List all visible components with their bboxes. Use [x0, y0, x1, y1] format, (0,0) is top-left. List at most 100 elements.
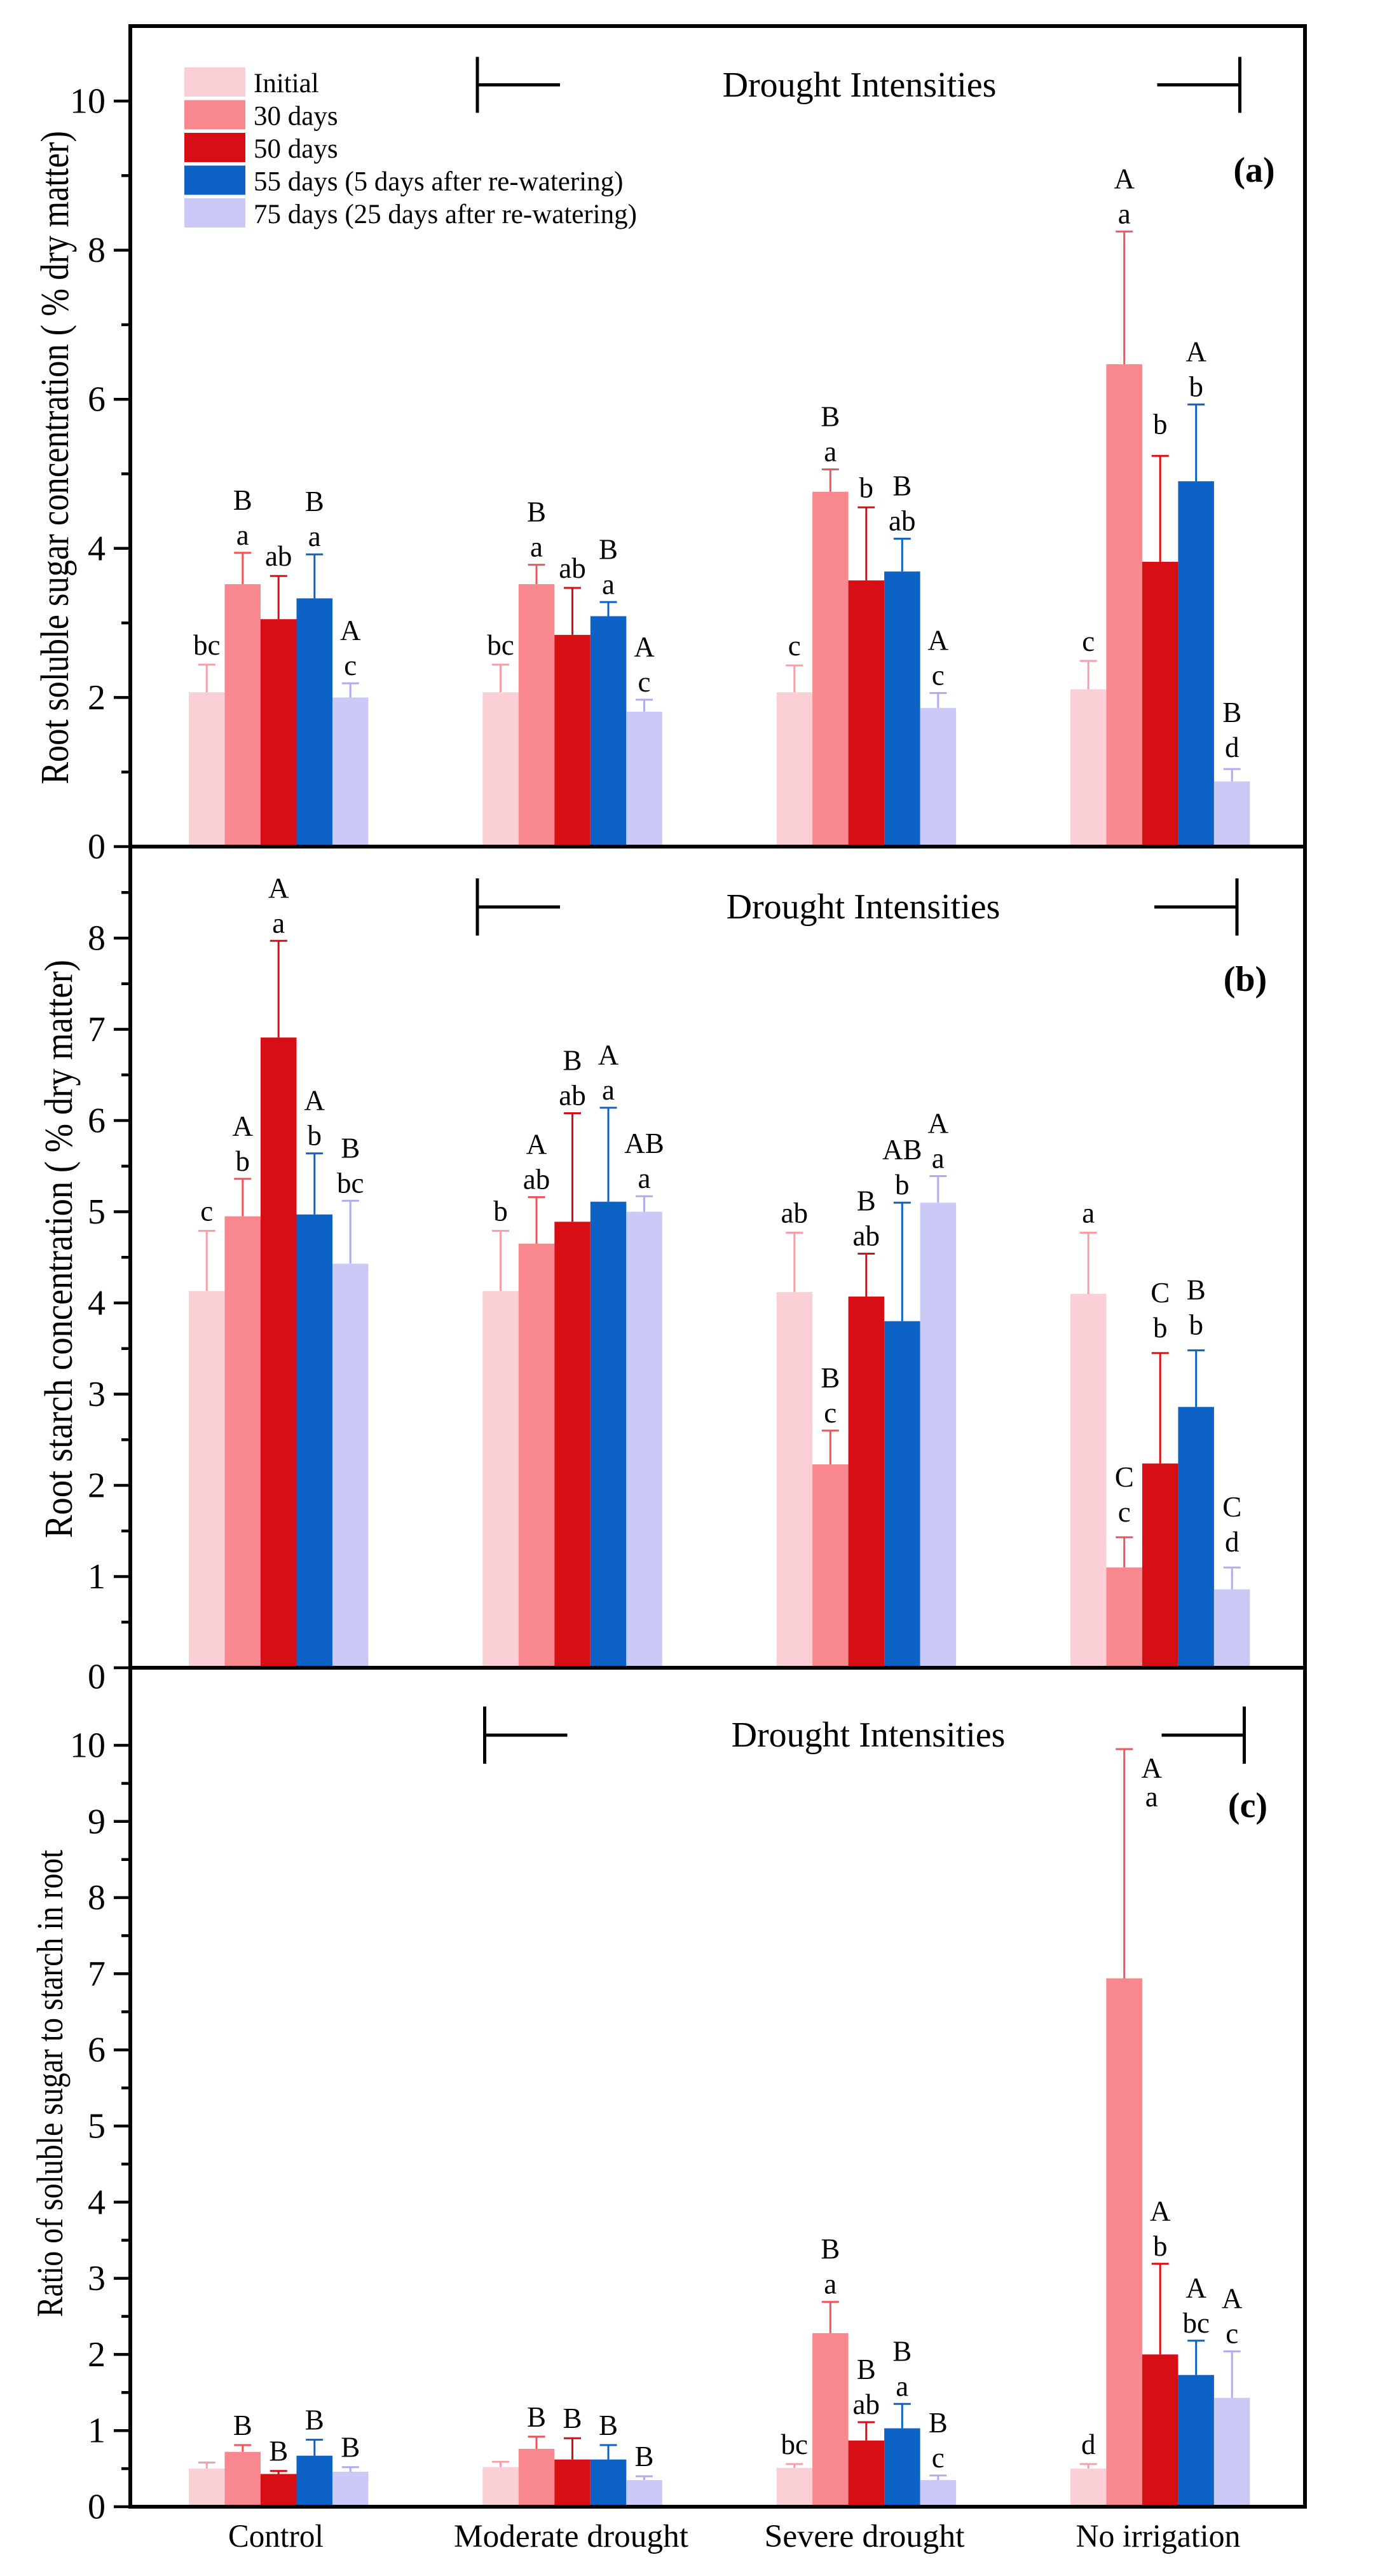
svg-text:ab: ab [265, 540, 292, 572]
svg-text:7: 7 [88, 1954, 106, 1994]
svg-text:75 days (25 days after re-wate: 75 days (25 days after re-watering) [254, 200, 637, 229]
svg-text:b: b [859, 472, 874, 503]
svg-text:a: a [932, 1143, 945, 1175]
svg-text:B: B [857, 1185, 876, 1217]
svg-text:a: a [638, 1162, 651, 1194]
svg-text:C: C [1222, 1491, 1241, 1523]
svg-text:B: B [821, 1362, 840, 1394]
svg-text:Severe drought: Severe drought [765, 2519, 965, 2554]
svg-text:B: B [1222, 697, 1241, 728]
svg-text:ab: ab [781, 1197, 808, 1229]
svg-text:Ratio of soluble sugar to star: Ratio of soluble sugar to starch in root [29, 1850, 71, 2317]
svg-text:3: 3 [88, 2259, 106, 2298]
svg-text:ab: ab [559, 1080, 585, 1112]
svg-text:C: C [1151, 1277, 1170, 1309]
svg-text:a: a [602, 1074, 615, 1106]
svg-text:5: 5 [88, 2107, 106, 2146]
svg-text:A: A [340, 615, 361, 646]
svg-text:(a): (a) [1233, 151, 1274, 190]
svg-text:A: A [1185, 336, 1206, 367]
svg-text:c: c [1082, 625, 1095, 657]
svg-text:A: A [268, 872, 289, 904]
svg-text:C: C [1115, 1461, 1134, 1493]
svg-text:55 days (5 days after re-water: 55 days (5 days after re-watering) [254, 167, 623, 197]
svg-text:4: 4 [88, 529, 106, 568]
svg-text:No irrigation: No irrigation [1076, 2519, 1241, 2554]
svg-text:b: b [895, 1169, 910, 1201]
svg-text:bc: bc [337, 1167, 364, 1199]
svg-text:B: B [527, 2401, 546, 2433]
svg-text:5: 5 [88, 1192, 106, 1232]
svg-text:8: 8 [88, 231, 106, 270]
svg-text:bc: bc [1182, 2307, 1209, 2339]
svg-text:c: c [932, 2442, 945, 2474]
svg-text:B: B [892, 470, 912, 502]
svg-text:A: A [233, 1110, 254, 1142]
svg-text:8: 8 [88, 919, 106, 958]
svg-text:a: a [1118, 198, 1131, 229]
svg-text:a: a [602, 568, 615, 600]
svg-text:B: B [233, 2409, 252, 2441]
svg-text:c: c [932, 659, 945, 691]
svg-text:A: A [1150, 2195, 1171, 2227]
svg-text:a: a [308, 521, 321, 552]
svg-text:Drought Intensities: Drought Intensities [732, 1715, 1006, 1755]
svg-text:c: c [344, 650, 357, 681]
svg-text:B: B [1187, 1274, 1206, 1306]
svg-text:B: B [821, 401, 840, 433]
svg-text:B: B [892, 2335, 912, 2367]
svg-text:6: 6 [88, 2031, 106, 2070]
svg-text:10: 10 [70, 1726, 106, 1766]
svg-text:c: c [638, 666, 651, 698]
svg-text:b: b [1153, 408, 1168, 440]
svg-text:B: B [857, 2354, 876, 2385]
svg-text:0: 0 [88, 1658, 106, 1697]
svg-text:B: B [599, 533, 618, 565]
svg-text:B: B [269, 2436, 288, 2467]
svg-text:a: a [896, 2370, 908, 2402]
svg-text:0: 0 [88, 2488, 106, 2527]
svg-text:9: 9 [88, 1802, 106, 1841]
svg-text:ab: ab [889, 505, 915, 537]
svg-text:B: B [634, 2441, 653, 2472]
svg-text:b: b [1153, 2230, 1168, 2262]
svg-text:A: A [928, 624, 949, 656]
svg-text:a: a [824, 2268, 837, 2300]
svg-text:bc: bc [193, 629, 220, 661]
svg-text:b: b [493, 1196, 508, 1227]
svg-text:A: A [526, 1129, 547, 1161]
svg-text:B: B [233, 484, 252, 516]
svg-text:c: c [788, 630, 801, 662]
svg-text:ab: ab [853, 2389, 880, 2420]
svg-text:B: B [527, 496, 546, 528]
svg-text:10: 10 [70, 82, 106, 121]
svg-text:a: a [272, 907, 285, 939]
svg-text:6: 6 [88, 380, 106, 419]
svg-text:Moderate drought: Moderate drought [454, 2519, 688, 2554]
svg-text:B: B [341, 2432, 360, 2464]
svg-text:B: B [563, 2402, 582, 2434]
svg-text:A: A [1141, 1752, 1162, 1784]
svg-text:(c): (c) [1228, 1786, 1267, 1825]
svg-text:(b): (b) [1224, 960, 1267, 999]
svg-text:b: b [1189, 1309, 1203, 1341]
svg-text:2: 2 [88, 1466, 106, 1506]
svg-text:B: B [929, 2407, 948, 2439]
svg-text:B: B [305, 2404, 324, 2436]
svg-text:Control: Control [228, 2519, 324, 2554]
svg-text:c: c [1226, 2318, 1238, 2350]
svg-text:7: 7 [88, 1010, 106, 1049]
svg-text:0: 0 [88, 828, 106, 867]
svg-text:2: 2 [88, 2335, 106, 2375]
svg-text:AB: AB [624, 1128, 664, 1159]
svg-text:bc: bc [781, 2429, 808, 2460]
svg-text:Root soluble sugar concentrati: Root soluble sugar concentration ( % dry… [34, 131, 77, 784]
svg-text:bc: bc [487, 629, 514, 661]
svg-text:B: B [341, 1132, 360, 1164]
svg-text:c: c [200, 1196, 213, 1227]
svg-text:d: d [1225, 1526, 1240, 1558]
svg-text:c: c [824, 1397, 837, 1429]
svg-text:A: A [928, 1108, 949, 1140]
svg-text:50 days: 50 days [254, 134, 338, 164]
svg-text:8: 8 [88, 1878, 106, 1918]
